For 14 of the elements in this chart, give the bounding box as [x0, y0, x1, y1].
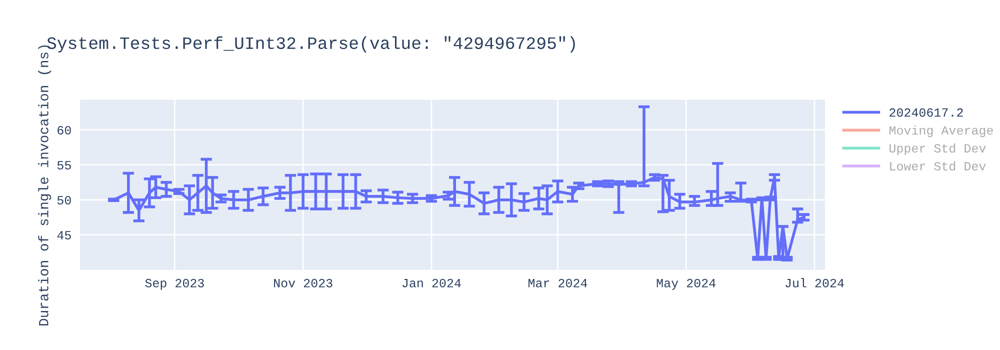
- x-tick-label: Mar 2024: [528, 278, 588, 288]
- y-tick-label: 55: [57, 161, 71, 170]
- x-tick-label: May 2024: [656, 278, 716, 290]
- y-tick-label: 45: [57, 231, 71, 240]
- legend-label: Upper Std Dev: [890, 143, 986, 156]
- y-tick-label: 50: [57, 196, 71, 204]
- x-tick-label: Nov 2023: [274, 278, 332, 288]
- y-tick-label: 60: [58, 126, 71, 134]
- x-tick-label: Jan 2024: [402, 278, 461, 288]
- x-tick-label: Sep 2023: [145, 278, 204, 290]
- legend-label: Moving Average: [889, 126, 993, 138]
- legend-label: Lower Std Dev: [890, 161, 986, 171]
- legend-label: 20240617.2: [890, 108, 963, 117]
- x-tick-label: Jul 2024: [786, 278, 844, 288]
